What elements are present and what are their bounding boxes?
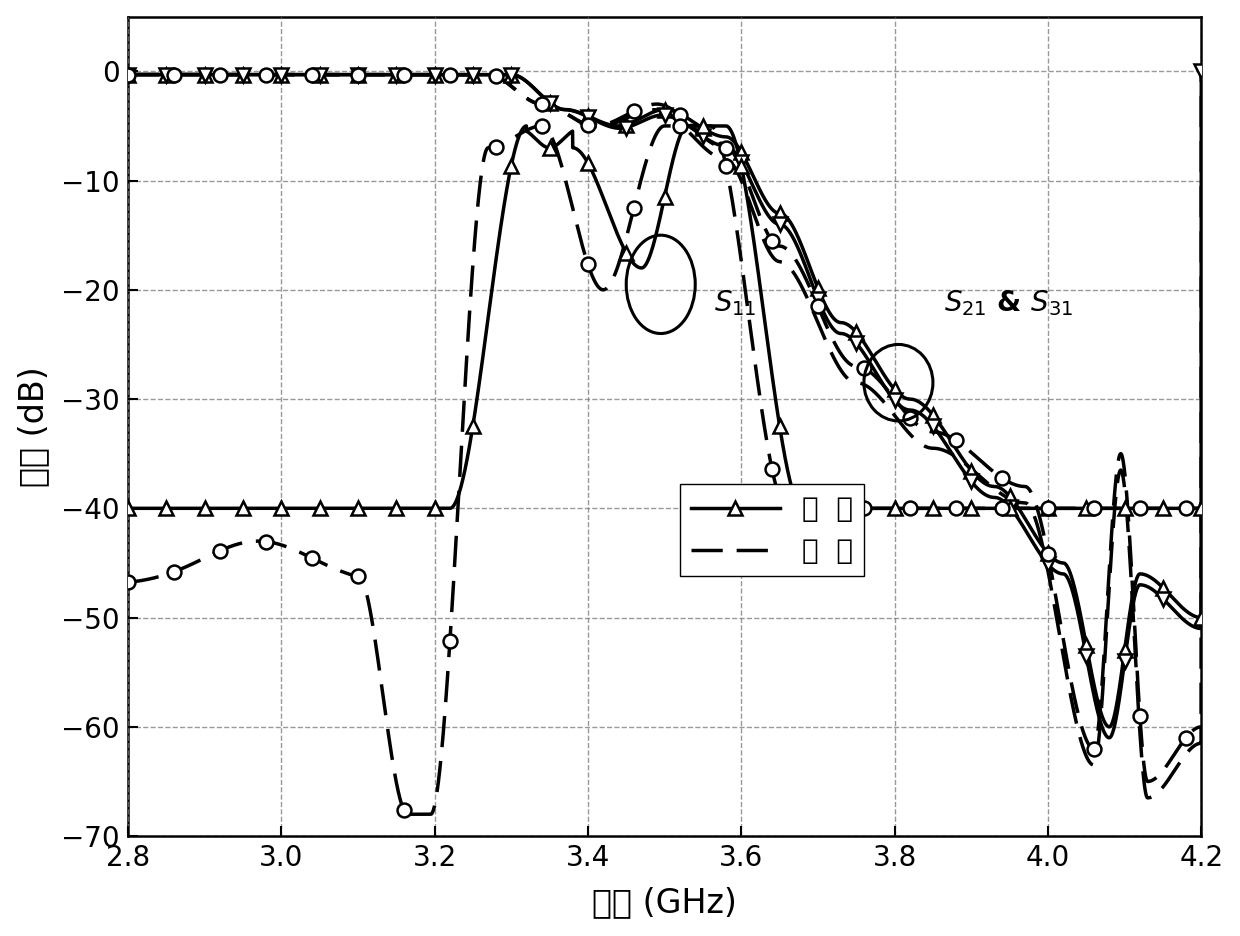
Text: $S_{11}$: $S_{11}$ — [714, 288, 756, 318]
Y-axis label: 幅度 (dB): 幅度 (dB) — [16, 366, 50, 487]
X-axis label: 频率 (GHz): 频率 (GHz) — [593, 886, 737, 919]
Text: $S_{21}$ & $S_{31}$: $S_{21}$ & $S_{31}$ — [945, 288, 1074, 318]
Legend: 测  试, 仿  真: 测 试, 仿 真 — [680, 484, 864, 577]
